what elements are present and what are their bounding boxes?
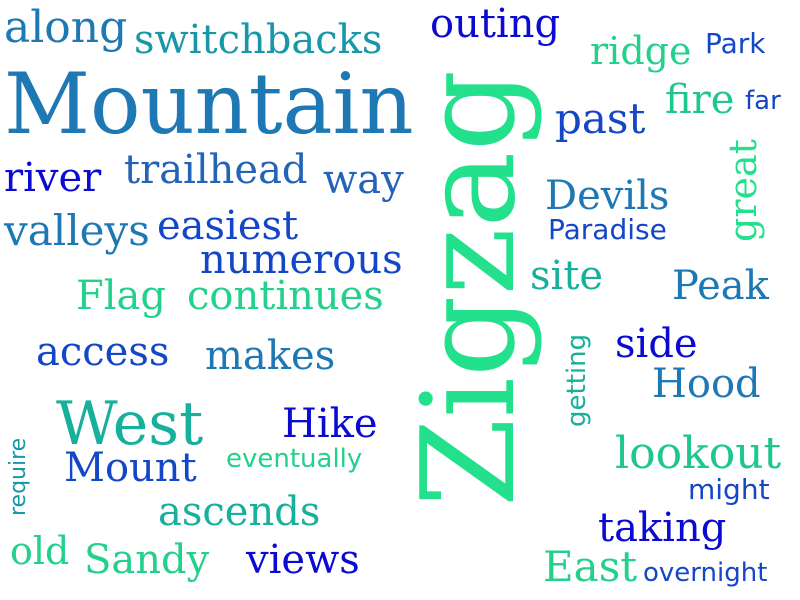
word-peak: Peak bbox=[672, 263, 769, 309]
word-lookout: lookout bbox=[615, 428, 782, 479]
word-hike: Hike bbox=[282, 401, 378, 447]
word-taking: taking bbox=[598, 505, 727, 551]
word-hood: Hood bbox=[652, 361, 761, 407]
word-mountain: Mountain bbox=[4, 55, 414, 153]
word-zigzag: Zigzag bbox=[395, 69, 544, 508]
word-require: require bbox=[6, 437, 31, 516]
word-river: river bbox=[4, 155, 102, 201]
word-along: along bbox=[4, 2, 128, 53]
word-east: East bbox=[543, 542, 638, 591]
word-past: past bbox=[555, 94, 646, 143]
word-sandy: Sandy bbox=[84, 537, 210, 583]
word-west: West bbox=[56, 389, 204, 459]
word-continues: continues bbox=[187, 273, 384, 319]
word-easiest: easiest bbox=[157, 203, 299, 249]
word-valleys: valleys bbox=[4, 206, 150, 255]
word-makes: makes bbox=[205, 333, 336, 379]
word-site: site bbox=[530, 253, 604, 299]
word-might: might bbox=[688, 473, 770, 506]
word-access: access bbox=[36, 329, 170, 375]
word-numerous: numerous bbox=[200, 237, 403, 283]
word-mount: Mount bbox=[64, 445, 197, 491]
word-side: side bbox=[615, 321, 698, 367]
word-eventually: eventually bbox=[226, 444, 363, 474]
word-fire: fire bbox=[665, 77, 735, 123]
word-flag: Flag bbox=[76, 273, 166, 319]
word-trailhead: trailhead bbox=[124, 147, 308, 193]
word-devils: Devils bbox=[545, 173, 670, 219]
word-ascends: ascends bbox=[158, 489, 321, 535]
word-getting: getting bbox=[562, 333, 592, 427]
word-park: Park bbox=[705, 27, 766, 60]
word-ridge: ridge bbox=[590, 29, 692, 73]
word-views: views bbox=[246, 537, 360, 583]
word-great: great bbox=[721, 139, 765, 242]
word-paradise: Paradise bbox=[548, 213, 667, 246]
word-switchbacks: switchbacks bbox=[134, 17, 383, 63]
word-old: old bbox=[10, 529, 70, 573]
word-far: far bbox=[745, 86, 781, 116]
word-way: way bbox=[323, 157, 404, 203]
word-outing: outing bbox=[430, 1, 561, 47]
word-overnight: overnight bbox=[643, 558, 768, 588]
